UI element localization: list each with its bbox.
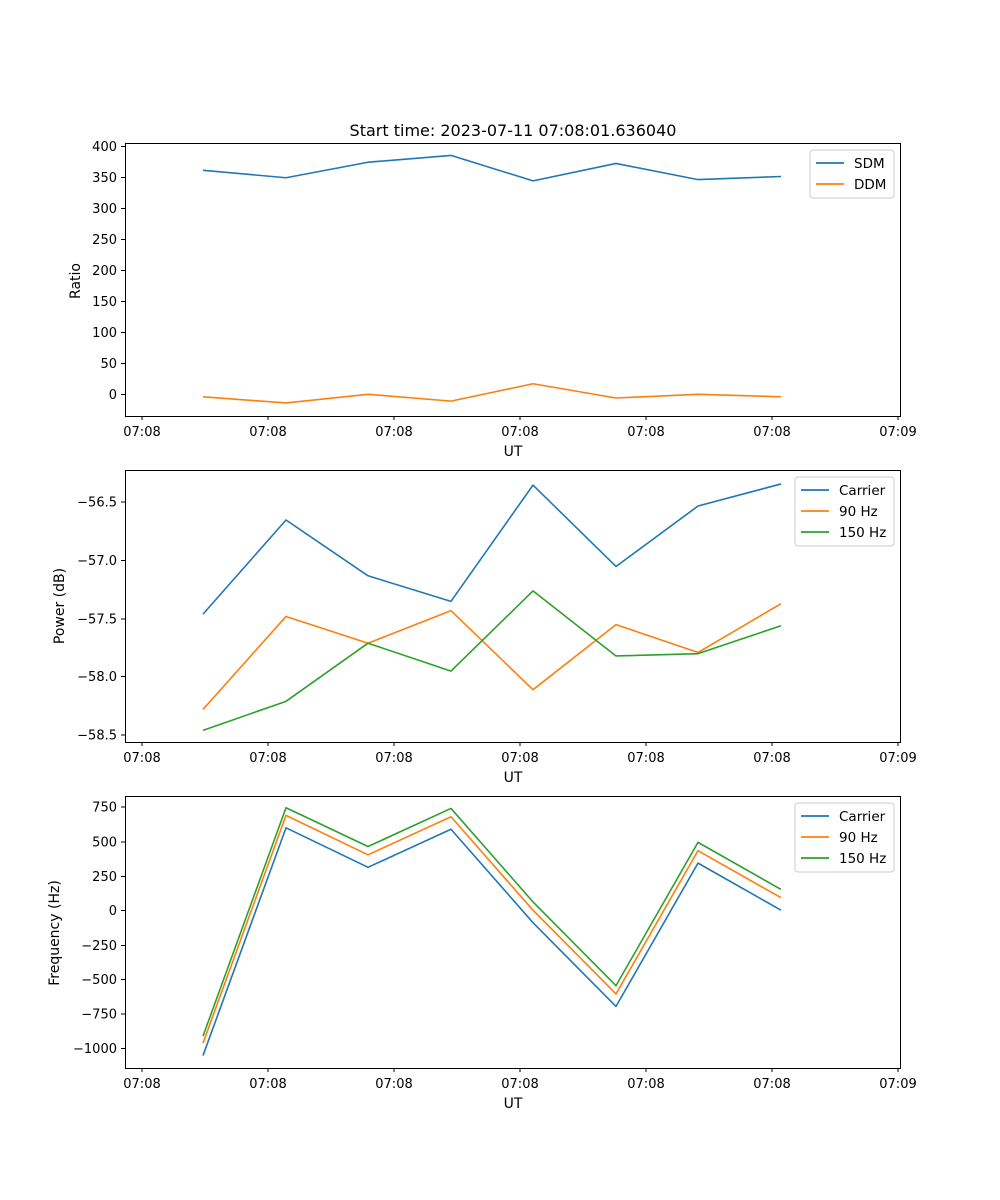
y-tick-label: 200	[92, 264, 117, 279]
series-line-carrier	[202, 827, 782, 1056]
x-tick-label: 07:08	[753, 1077, 790, 1092]
x-tick-label: 07:08	[753, 751, 790, 766]
series-line-sdm	[202, 154, 782, 182]
legend-label: SDM	[854, 156, 885, 172]
x-tick-label: 07:08	[627, 751, 664, 766]
legend-label: Carrier	[839, 809, 886, 825]
legend-label: 150 Hz	[839, 851, 886, 867]
y-tick-label: −57.5	[77, 613, 117, 628]
plot-frame	[125, 796, 901, 1069]
y-axis-label: Ratio	[68, 263, 84, 299]
x-tick-label: 07:08	[501, 425, 538, 440]
legend: SDM DDM	[809, 149, 895, 199]
y-tick-label: 100	[92, 326, 117, 341]
chart-title: Start time: 2023-07-11 07:08:01.636040	[350, 121, 677, 140]
y-tick-label: 0	[109, 388, 117, 403]
x-axis-label: UT	[504, 770, 523, 786]
x-tick-label: 07:08	[501, 751, 538, 766]
plot-frame	[125, 143, 901, 417]
x-axis-label: UT	[504, 444, 523, 460]
y-tick-label: −250	[81, 939, 117, 954]
x-tick-label: 07:08	[753, 425, 790, 440]
y-tick-label: −1000	[73, 1042, 117, 1057]
x-tick-label: 07:08	[123, 425, 160, 440]
legend-box	[794, 802, 895, 873]
x-tick-label: 07:09	[879, 1077, 916, 1092]
x-axis-label: UT	[504, 1096, 523, 1112]
x-tick-label: 07:08	[501, 1077, 538, 1092]
legend-label: 150 Hz	[839, 525, 886, 541]
legend: Carrier 90 Hz 150 Hz	[794, 476, 895, 547]
x-tick-label: 07:08	[249, 1077, 286, 1092]
y-tick-label: −750	[81, 1008, 117, 1023]
legend-label: 90 Hz	[839, 504, 878, 520]
series-line-150-hz	[202, 590, 782, 732]
frequency-chart: UT Frequency (Hz) 07:08 07:08 07:08 07:08 07…	[47, 796, 917, 1112]
legend-label: DDM	[854, 177, 886, 193]
y-tick-label: −56.5	[77, 496, 117, 511]
x-tick-label: 07:08	[249, 751, 286, 766]
plot-frame	[125, 470, 901, 743]
y-axis-label: Power (dB)	[52, 568, 68, 644]
y-tick-label: 0	[109, 904, 117, 919]
y-tick-label: 500	[92, 836, 117, 851]
x-tick-label: 07:08	[249, 425, 286, 440]
series-line-90-hz	[202, 814, 782, 1044]
y-tick-label: 250	[92, 870, 117, 885]
x-tick-label: 07:09	[879, 751, 916, 766]
x-tick-label: 07:09	[879, 425, 916, 440]
legend-label: 90 Hz	[839, 830, 878, 846]
ratio-chart: Start time: 2023-07-11 07:08:01.636040 U…	[68, 121, 917, 460]
x-tick-label: 07:08	[123, 1077, 160, 1092]
y-tick-label: 50	[100, 357, 117, 372]
y-tick-label: 150	[92, 295, 117, 310]
y-tick-label: −58.5	[77, 729, 117, 744]
legend-box	[794, 476, 895, 547]
legend: Carrier 90 Hz 150 Hz	[794, 802, 895, 873]
y-tick-label: 400	[92, 140, 117, 155]
x-tick-label: 07:08	[123, 751, 160, 766]
y-axis-label: Frequency (Hz)	[47, 880, 63, 986]
y-tick-label: −500	[81, 973, 117, 988]
x-tick-label: 07:08	[627, 1077, 664, 1092]
y-tick-label: 250	[92, 233, 117, 248]
legend-label: Carrier	[839, 483, 886, 499]
y-tick-label: 300	[92, 202, 117, 217]
x-tick-label: 07:08	[375, 751, 412, 766]
x-tick-label: 07:08	[375, 1077, 412, 1092]
x-tick-label: 07:08	[375, 425, 412, 440]
y-tick-label: 750	[92, 801, 117, 816]
series-line-carrier	[202, 483, 782, 615]
y-tick-label: −57.0	[77, 554, 117, 569]
legend-box	[809, 149, 895, 199]
y-tick-label: 350	[92, 171, 117, 186]
series-line-ddm	[202, 382, 782, 404]
y-tick-label: −58.0	[77, 670, 117, 685]
series-line-150-hz	[202, 806, 782, 1037]
x-tick-label: 07:08	[627, 425, 664, 440]
power-chart: UT Power (dB) 07:08 07:08 07:08 07:08 07:08 0…	[52, 470, 917, 786]
series-line-90-hz	[202, 602, 782, 710]
